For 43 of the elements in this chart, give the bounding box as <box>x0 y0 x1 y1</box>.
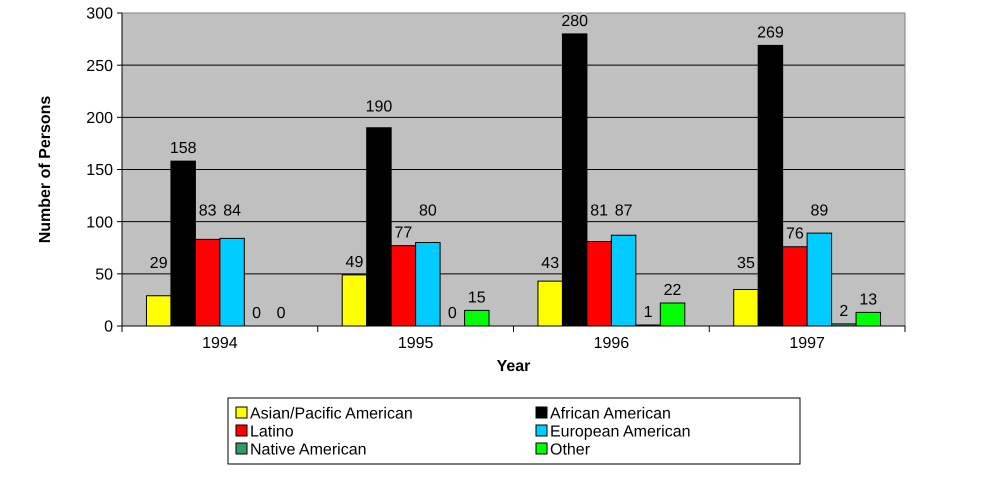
y-tick-label: 200 <box>86 110 114 127</box>
legend-label: African American <box>550 406 671 423</box>
x-tick-label: 1995 <box>398 335 434 352</box>
x-tick-label: 1997 <box>789 335 826 352</box>
legend-label: Latino <box>250 424 294 441</box>
data-label: 280 <box>561 12 588 30</box>
data-label: 35 <box>737 254 755 272</box>
y-tick-label: 300 <box>86 6 114 23</box>
data-label: 84 <box>223 202 242 220</box>
data-label: 0 <box>448 305 457 322</box>
x-tick-label: 1994 <box>202 335 238 352</box>
data-label: 269 <box>757 24 784 42</box>
data-label: 87 <box>614 202 633 220</box>
data-label: 158 <box>170 140 197 158</box>
data-label: 0 <box>252 305 262 322</box>
x-tick-label: 1996 <box>594 335 630 352</box>
data-label: 15 <box>468 289 486 306</box>
data-label: 1 <box>644 304 653 321</box>
data-label: 2 <box>839 302 848 320</box>
x-axis-title: Year <box>496 358 530 375</box>
y-tick-label: 150 <box>86 162 114 180</box>
legend-label: Native American <box>250 442 366 459</box>
legend-label: Asian/Pacific American <box>250 406 413 423</box>
legend-label: Other <box>550 442 591 459</box>
data-label: 77 <box>394 224 412 242</box>
y-tick-label: 0 <box>104 318 114 336</box>
data-label: 89 <box>810 202 828 220</box>
data-label: 80 <box>418 202 437 220</box>
data-label: 81 <box>590 202 608 220</box>
data-label: 83 <box>198 202 217 220</box>
y-tick-label: 50 <box>95 266 114 284</box>
legend-label: European American <box>550 424 691 441</box>
data-label: 0 <box>276 305 286 322</box>
data-label: 76 <box>786 226 804 243</box>
data-label: 190 <box>366 98 392 116</box>
y-tick-label: 100 <box>86 214 114 232</box>
y-axis-title: Number of Persons <box>37 96 54 244</box>
y-tick-label: 250 <box>86 58 114 75</box>
data-label: 13 <box>859 291 878 308</box>
data-label: 29 <box>150 254 168 272</box>
data-label: 43 <box>541 254 560 272</box>
data-label: 22 <box>664 282 682 300</box>
data-label: 49 <box>346 254 364 271</box>
